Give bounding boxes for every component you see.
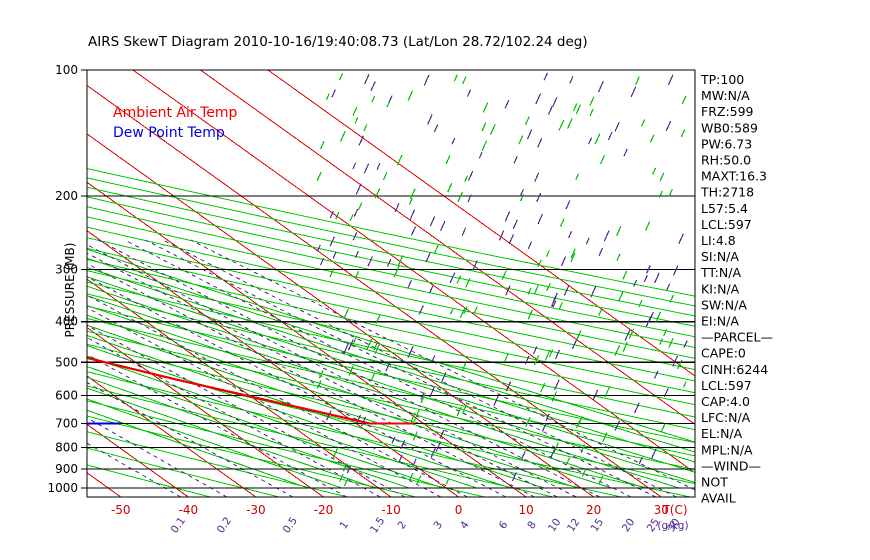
pressure-tick-200: 200: [55, 189, 78, 203]
pressure-tick-400: 400: [55, 315, 78, 329]
bottom-temp-tick-0: 0: [455, 503, 463, 517]
pressure-tick-600: 600: [55, 388, 78, 402]
parameter-item-11: SI:N/A: [701, 249, 739, 264]
mixing-ratio-tick-6: 6: [497, 519, 511, 532]
dewpoint-temp-curve: [87, 422, 121, 425]
mixing-ratio-tick-1: 1: [337, 519, 351, 531]
bottom-temp-tick--20: -20: [314, 503, 334, 517]
text-layer: AIRS SkewT Diagram 2010-10-16/19:40:08.7…: [63, 34, 588, 337]
mixing-ratio-tick-0.1: 0.1: [169, 515, 188, 536]
mixing-ratio-tick-15: 15: [589, 516, 607, 534]
parameter-item-4: PW:6.73: [701, 136, 752, 151]
parameter-item-16: —PARCEL—: [701, 330, 773, 345]
bottom-temp-tick-30: 30: [654, 503, 669, 517]
parameter-item-5: RH:50.0: [701, 153, 751, 168]
pressure-tick-100: 100: [55, 63, 78, 77]
parameter-item-24: —WIND—: [701, 458, 761, 473]
bottom-temp-tick--40: -40: [179, 503, 199, 517]
mixing-ratio-tick-4: 4: [458, 519, 472, 532]
mixing-ratio-tick-12: 12: [565, 516, 583, 534]
mixing-ratio-tick-10: 10: [546, 516, 564, 534]
mixing-ratio-tick-8: 8: [525, 519, 539, 531]
mixing-ratio-tick-3: 3: [432, 519, 446, 531]
parameter-item-2: FRZ:599: [701, 104, 754, 119]
parameter-item-21: LFC:N/A: [701, 410, 751, 425]
mixing-ratio-tick-0.5: 0.5: [281, 515, 300, 536]
parameter-item-18: CINH:6244: [701, 362, 768, 377]
page-title: AIRS SkewT Diagram 2010-10-16/19:40:08.7…: [88, 34, 588, 50]
mixing-ratio-tick-20: 20: [620, 516, 638, 534]
parameter-item-20: CAP:4.0: [701, 394, 750, 409]
parameter-item-10: LI:4.8: [701, 233, 736, 248]
parameter-item-7: TH:2718: [700, 185, 754, 200]
legend-ambient-label: Ambient Air Temp: [113, 105, 238, 121]
parameter-item-22: EL:N/A: [701, 426, 743, 441]
pressure-tick-500: 500: [55, 355, 78, 369]
parameter-item-26: AVAIL: [701, 491, 736, 506]
parameter-item-0: TP:100: [700, 72, 744, 87]
parameter-item-23: MPL:N/A: [701, 442, 753, 457]
mixing-ratio-tick-1.5: 1.5: [368, 515, 387, 536]
parameter-item-13: KI:N/A: [701, 281, 740, 296]
x-axis-temp-label: T(C): [661, 503, 687, 517]
parameter-item-9: LCL:597: [701, 217, 752, 232]
wind-barb-layer: [316, 72, 688, 487]
bottom-temp-tick-10: 10: [518, 503, 533, 517]
bottom-temp-tick--10: -10: [381, 503, 401, 517]
pressure-tick-900: 900: [55, 462, 78, 476]
plot-frame: [86, 69, 696, 498]
parameter-item-17: CAPE:0: [701, 346, 746, 361]
y-axis-label: PRESSURE (MB): [63, 243, 77, 338]
bottom-temp-tick--50: -50: [111, 503, 131, 517]
pressure-tick-700: 700: [55, 416, 78, 430]
parameter-item-19: LCL:597: [701, 378, 752, 393]
legend-dewpoint-label: Dew Point Temp: [113, 125, 225, 141]
pressure-tick-800: 800: [55, 441, 78, 455]
mixing-ratio-tick-2: 2: [396, 519, 410, 531]
pressure-tick-300: 300: [55, 263, 78, 277]
parameter-item-1: MW:N/A: [701, 88, 750, 103]
ambient-temp-curve: [87, 356, 415, 425]
parameter-item-3: WB0:589: [701, 120, 758, 135]
grid-layer: [87, 70, 695, 497]
parameter-item-14: SW:N/A: [701, 297, 747, 312]
parameter-item-6: MAXT:16.3: [701, 169, 767, 184]
x-axis-mixing-label: (g/kg): [657, 520, 688, 532]
bottom-temp-tick-20: 20: [586, 503, 601, 517]
pressure-tick-1000: 1000: [47, 481, 78, 495]
parameter-item-12: TT:N/A: [700, 265, 741, 280]
bottom-temp-tick--30: -30: [246, 503, 266, 517]
mixing-ratio-tick-0.2: 0.2: [215, 515, 234, 536]
parameter-item-15: EI:N/A: [701, 314, 739, 329]
profile-curves-layer: [87, 356, 415, 425]
parameter-item-8: L57:5.4: [701, 201, 748, 216]
parameter-item-25: NOT: [701, 475, 728, 490]
